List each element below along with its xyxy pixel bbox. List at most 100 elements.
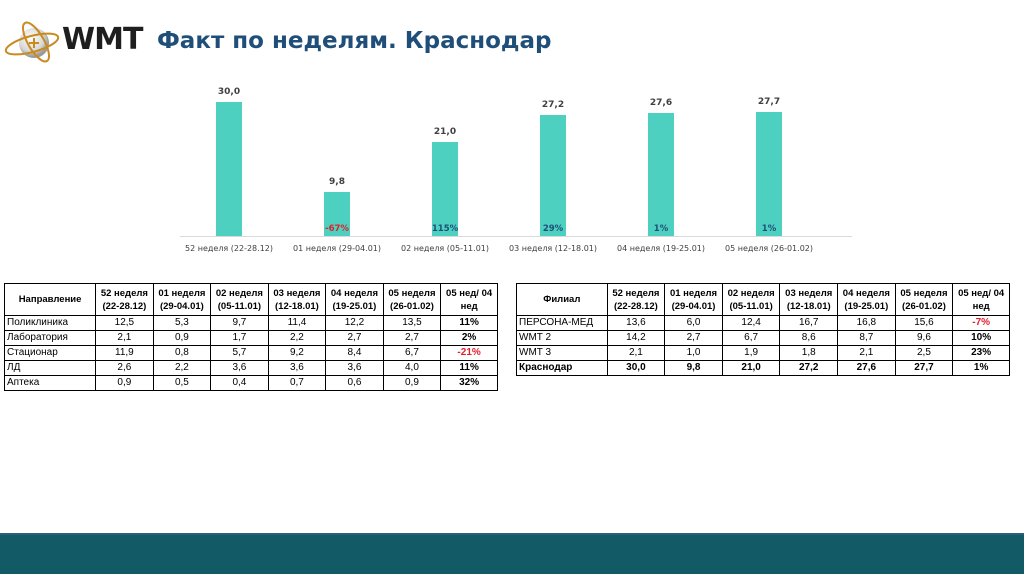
table-row: ПЕРСОНА-МЕД 13,6 6,0 12,4 16,7 16,8 15,6 -7% xyxy=(516,315,1010,331)
table-row: WMT 2 14,2 2,7 6,7 8,6 8,7 9,6 10% xyxy=(516,330,1010,346)
change-cell: 1% xyxy=(952,360,1010,376)
value-cell: 12,5 xyxy=(95,315,154,331)
change-cell: 10% xyxy=(952,330,1010,346)
column-header: 05 нед/ 04 нед xyxy=(952,283,1010,316)
value-cell: 14,2 xyxy=(606,330,666,346)
value-cell: 8,7 xyxy=(837,330,896,346)
value-cell: 2,2 xyxy=(267,330,327,346)
table-header-row: Направление 52 неделя (22-28.12) 01 неделя (… xyxy=(3,283,498,316)
bar-change-label: 1% xyxy=(653,224,669,234)
value-cell: 2,1 xyxy=(837,345,896,361)
value-cell: 6,0 xyxy=(664,315,723,331)
footer-divider xyxy=(0,533,1024,535)
bar xyxy=(756,112,782,236)
change-cell: -7% xyxy=(952,315,1010,331)
column-header-line: (19-25.01) xyxy=(332,300,377,312)
value-cell: 12,2 xyxy=(325,315,384,331)
column-header-line: Направление xyxy=(18,294,82,305)
value-cell: 8,6 xyxy=(779,330,839,346)
column-header-line: 52 неделя xyxy=(612,287,660,299)
value-cell: 2,7 xyxy=(325,330,384,346)
row-name-cell: WMT 2 xyxy=(516,330,608,346)
column-header-line: 52 неделя xyxy=(100,287,148,299)
column-header-line: (26-01.02) xyxy=(902,300,946,312)
bar-change-label: 115% xyxy=(431,224,459,234)
column-header-line: (22-28.12) xyxy=(102,300,147,312)
row-name-cell: Аптека xyxy=(3,375,97,391)
value-cell: 1,8 xyxy=(779,345,839,361)
row-name-cell: ПЕРСОНА-МЕД xyxy=(516,315,608,331)
table-row: ЛД 2,6 2,2 3,6 3,6 3,6 4,0 11% xyxy=(3,360,498,376)
value-cell: 1,7 xyxy=(210,330,269,346)
bar xyxy=(432,142,458,236)
value-cell: 0,6 xyxy=(325,375,384,391)
column-header-line: (19-25.01) xyxy=(844,300,889,312)
column-header-line: 05 нед/ 04 xyxy=(446,287,493,299)
change-cell: 32% xyxy=(440,375,498,391)
row-name-cell: Лаборатория xyxy=(3,330,97,346)
bar-value-label: 27,2 xyxy=(541,99,565,110)
value-cell: 11,4 xyxy=(267,315,327,331)
column-header: 52 неделя (22-28.12) xyxy=(606,283,666,316)
bar-value-label: 27,7 xyxy=(757,97,781,108)
table-row: Лаборатория 2,1 0,9 1,7 2,2 2,7 2,7 2% xyxy=(3,330,498,346)
change-cell: 23% xyxy=(952,345,1010,361)
value-cell: 5,3 xyxy=(152,315,212,331)
column-header: Филиал xyxy=(516,283,608,316)
value-cell: 2,5 xyxy=(894,345,954,361)
column-header: 04 неделя (19-25.01) xyxy=(837,283,896,316)
column-header: 05 неделя (26-01.02) xyxy=(382,283,442,316)
bar-value-label: 27,6 xyxy=(649,97,673,108)
value-cell: 0,7 xyxy=(267,375,327,391)
value-cell: 3,6 xyxy=(210,360,269,376)
column-header-line: 03 неделя xyxy=(273,287,321,299)
bar xyxy=(540,114,566,236)
column-header-line: нед xyxy=(460,300,478,312)
value-cell: 16,7 xyxy=(779,315,839,331)
value-cell: 1,0 xyxy=(664,345,723,361)
row-name-cell: WMT 3 xyxy=(516,345,608,361)
direction-table: Направление 52 неделя (22-28.12) 01 неделя (… xyxy=(3,283,498,391)
value-cell: 15,6 xyxy=(894,315,954,331)
row-name-cell: Поликлиника xyxy=(3,315,97,331)
x-axis-label: 03 неделя (12-18.01) xyxy=(508,244,597,253)
value-cell: 2,1 xyxy=(95,330,154,346)
value-cell: 6,7 xyxy=(721,330,781,346)
value-cell: 0,4 xyxy=(210,375,269,391)
column-header-line: 01 неделя xyxy=(669,287,718,299)
value-cell: 3,6 xyxy=(267,360,327,376)
x-axis-label: 02 неделя (05-11.01) xyxy=(400,244,489,253)
change-cell: 2% xyxy=(440,330,498,346)
column-header-line: нед xyxy=(972,300,990,312)
column-header: 05 неделя (26-01.02) xyxy=(894,283,954,316)
value-cell: 27,2 xyxy=(779,360,839,376)
value-cell: 0,9 xyxy=(382,375,442,391)
column-header-line: (05-11.01) xyxy=(217,300,262,312)
value-cell: 16,8 xyxy=(837,315,896,331)
table-row: Стационар 11,9 0,8 5,7 9,2 8,4 6,7 -21% xyxy=(3,345,498,361)
column-header-line: 01 неделя xyxy=(158,287,206,299)
column-header: 52 неделя (22-28.12) xyxy=(95,283,154,316)
value-cell: 27,7 xyxy=(894,360,954,376)
row-name-cell: Краснодар xyxy=(516,360,608,376)
table-row: Поликлиника 12,5 5,3 9,7 11,4 12,2 13,5 11% xyxy=(3,315,498,331)
value-cell: 2,1 xyxy=(606,345,666,361)
bar-value-label: 21,0 xyxy=(433,127,457,138)
column-header: 02 неделя (05-11.01) xyxy=(721,283,781,316)
column-header-line: (29-04.01) xyxy=(671,300,716,312)
value-cell: 9,6 xyxy=(894,330,954,346)
row-name-cell: Стационар xyxy=(3,345,97,361)
column-header-line: 04 неделя xyxy=(842,287,890,299)
value-cell: 5,7 xyxy=(210,345,269,361)
column-header-line: (22-28.12) xyxy=(613,300,658,312)
bar-change-label: 29% xyxy=(542,224,564,234)
value-cell: 21,0 xyxy=(721,360,781,376)
wmt-globe-logo-icon xyxy=(4,21,60,63)
value-cell: 9,8 xyxy=(664,360,723,376)
value-cell: 12,4 xyxy=(721,315,781,331)
column-header: 04 неделя (19-25.01) xyxy=(325,283,384,316)
value-cell: 2,7 xyxy=(382,330,442,346)
table-row: WMT 3 2,1 1,0 1,9 1,8 2,1 2,5 23% xyxy=(516,345,1010,361)
value-cell: 0,9 xyxy=(152,330,212,346)
value-cell: 0,5 xyxy=(152,375,212,391)
